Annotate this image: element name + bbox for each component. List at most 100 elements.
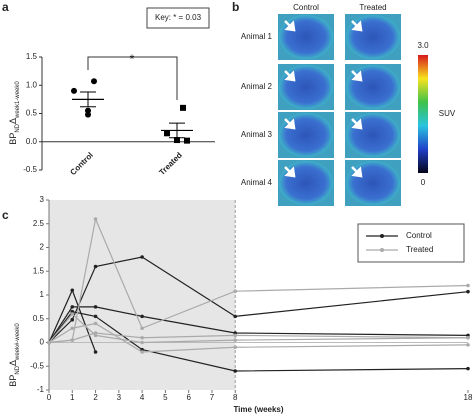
series-point xyxy=(93,331,98,335)
arrow xyxy=(351,20,363,32)
y-tick-label: -0.5 xyxy=(23,165,37,174)
y-axis-label-part: ND xyxy=(15,123,21,132)
series-point xyxy=(70,317,75,322)
colorbar-max: 3.0 xyxy=(417,41,429,50)
series-point xyxy=(93,314,98,319)
data-point xyxy=(180,104,186,111)
series-point xyxy=(140,255,144,259)
x-tick-label: 3 xyxy=(117,393,122,402)
y-axis-label-part: ND xyxy=(15,365,21,374)
y-tick-label: 0.0 xyxy=(26,137,38,146)
series-point xyxy=(466,366,470,371)
y-axis-label-part: Δ xyxy=(8,118,18,124)
series-point xyxy=(233,338,238,342)
row-label: Animal 4 xyxy=(241,178,273,187)
y-tick-label: 1 xyxy=(40,290,45,299)
y-axis-label-part: BP xyxy=(8,375,18,387)
arrow xyxy=(284,70,296,82)
arrow xyxy=(284,20,296,32)
series-point xyxy=(140,314,144,319)
y-axis-label: BPNDΔweek#-week0 xyxy=(8,323,20,387)
x-tick-label: 2 xyxy=(93,393,98,402)
y-tick-label: -1 xyxy=(37,385,45,394)
legend-label: Treated xyxy=(406,245,433,254)
y-tick-label: 2 xyxy=(40,243,45,252)
legend-label: Control xyxy=(406,231,432,240)
series-point xyxy=(70,326,75,331)
series-line xyxy=(48,322,469,353)
x-tick-label: 1 xyxy=(70,393,75,402)
x-tick-label: 0 xyxy=(47,393,52,402)
data-point xyxy=(85,111,91,118)
panel-letter: b xyxy=(232,0,239,14)
arrow xyxy=(351,70,363,82)
series-point xyxy=(140,335,144,340)
significance-bracket xyxy=(87,56,178,100)
data-point xyxy=(91,78,97,85)
x-tick-label: 18 xyxy=(464,393,473,402)
series-point xyxy=(233,289,238,294)
y-tick-label: 0 xyxy=(40,338,45,347)
colorbar-min: 0 xyxy=(421,178,426,187)
key-box xyxy=(146,7,210,29)
series-point xyxy=(233,314,238,319)
data-point xyxy=(184,137,190,144)
series-point xyxy=(93,350,98,354)
legend-marker xyxy=(380,248,384,252)
y-tick-label: 1.5 xyxy=(33,266,45,275)
arrow xyxy=(351,118,363,130)
column-label: Treated xyxy=(359,3,386,12)
x-tick-label: Treated xyxy=(157,150,184,177)
y-axis-label: BPNDΔweek1-week0 xyxy=(8,81,20,145)
error-bar xyxy=(80,91,96,108)
y-tick-label: 0.5 xyxy=(26,109,38,118)
series-point xyxy=(140,326,144,331)
y-axis-label-part: BP xyxy=(8,133,18,145)
colorbar xyxy=(418,55,428,173)
x-axis-label: Time (weeks) xyxy=(233,405,283,414)
asterisk: * xyxy=(130,52,135,66)
series-point xyxy=(93,321,98,326)
row-label: Animal 3 xyxy=(241,130,273,139)
key-text: Key: * = 0.03 xyxy=(155,13,202,22)
x-tick-label: 7 xyxy=(210,393,215,402)
series-line xyxy=(48,306,469,343)
y-tick-label: 3 xyxy=(40,195,45,204)
series-line xyxy=(48,313,469,344)
series-point xyxy=(466,343,470,347)
series-point xyxy=(93,305,98,309)
data-point xyxy=(71,87,77,94)
series-point xyxy=(70,288,75,293)
arrow xyxy=(284,166,296,178)
series-point xyxy=(466,283,470,288)
panel-letter: a xyxy=(2,0,9,14)
series-line xyxy=(48,310,469,372)
series-point xyxy=(70,305,75,309)
row-label: Animal 1 xyxy=(241,32,273,41)
error-bar xyxy=(169,122,185,139)
legend-box xyxy=(357,223,465,263)
series-point xyxy=(93,264,98,269)
y-tick-label: 0.5 xyxy=(33,314,45,323)
panel-letter: c xyxy=(2,208,9,222)
series-point xyxy=(233,345,238,350)
y-tick-label: -0.5 xyxy=(30,361,44,370)
series-point xyxy=(70,312,75,316)
x-tick-label: 5 xyxy=(163,393,168,402)
y-tick-label: 2.5 xyxy=(33,219,45,228)
row-label: Animal 2 xyxy=(241,82,273,91)
series-point xyxy=(466,335,470,340)
y-axis-label-part: week1-week0 xyxy=(15,81,21,119)
legend-marker xyxy=(380,234,384,238)
series-line xyxy=(48,332,469,344)
series-point xyxy=(47,340,51,345)
colorbar-label: SUV xyxy=(439,109,456,118)
column-label: Control xyxy=(293,3,319,12)
series-point xyxy=(140,340,144,345)
arrow xyxy=(351,166,363,178)
series-point xyxy=(233,369,238,373)
arrow xyxy=(284,118,296,130)
shaded-region xyxy=(49,200,236,390)
x-tick-label: Control xyxy=(68,151,94,177)
y-axis-label-part: week#-week0 xyxy=(15,323,21,361)
